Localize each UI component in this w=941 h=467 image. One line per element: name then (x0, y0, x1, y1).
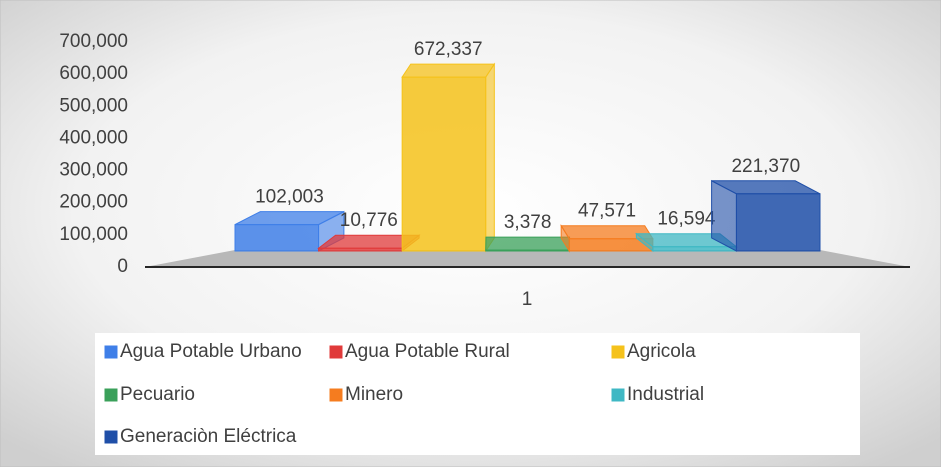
y-tick-label: 500,000 (59, 95, 128, 116)
floor (145, 250, 910, 267)
data-label: 672,337 (414, 39, 483, 60)
legend-swatch (611, 388, 625, 402)
legend (95, 333, 860, 455)
bar (735, 193, 821, 252)
legend-label: Generaciòn Eléctrica (120, 426, 297, 447)
bar (652, 246, 737, 252)
data-label: 16,594 (657, 209, 716, 230)
legend-swatch (104, 388, 118, 402)
legend-label: Agricola (627, 341, 696, 362)
y-tick-label: 400,000 (59, 127, 128, 148)
y-tick-label: 700,000 (59, 31, 128, 52)
bar (234, 224, 320, 252)
bar-top (401, 63, 496, 78)
x-tick-label: 1 (522, 289, 533, 310)
y-tick-label: 600,000 (59, 63, 128, 84)
data-label: 221,370 (731, 156, 800, 177)
y-tick-label: 200,000 (59, 192, 128, 213)
data-label: 3,378 (504, 212, 552, 233)
y-tick-label: 0 (117, 256, 128, 277)
bar-side (485, 62, 495, 253)
legend-label: Pecuario (120, 384, 195, 405)
legend-swatch (104, 345, 118, 359)
legend-label: Industrial (627, 384, 704, 405)
legend-swatch (611, 345, 625, 359)
legend-label: Agua Potable Rural (345, 341, 510, 362)
legend-swatch (104, 430, 118, 444)
data-label: 47,571 (578, 201, 636, 222)
y-tick-label: 300,000 (59, 160, 128, 181)
bar (318, 247, 403, 252)
legend-label: Agua Potable Urbano (120, 341, 302, 362)
y-tick-label: 100,000 (59, 224, 128, 245)
legend-swatch (329, 345, 343, 359)
bar-side (711, 179, 737, 252)
legend-swatch (329, 388, 343, 402)
legend-label: Minero (345, 384, 403, 405)
bar (485, 249, 570, 252)
data-label: 10,776 (340, 210, 398, 231)
data-label: 102,003 (255, 187, 324, 208)
bar-top (485, 236, 571, 251)
bar (401, 76, 487, 252)
